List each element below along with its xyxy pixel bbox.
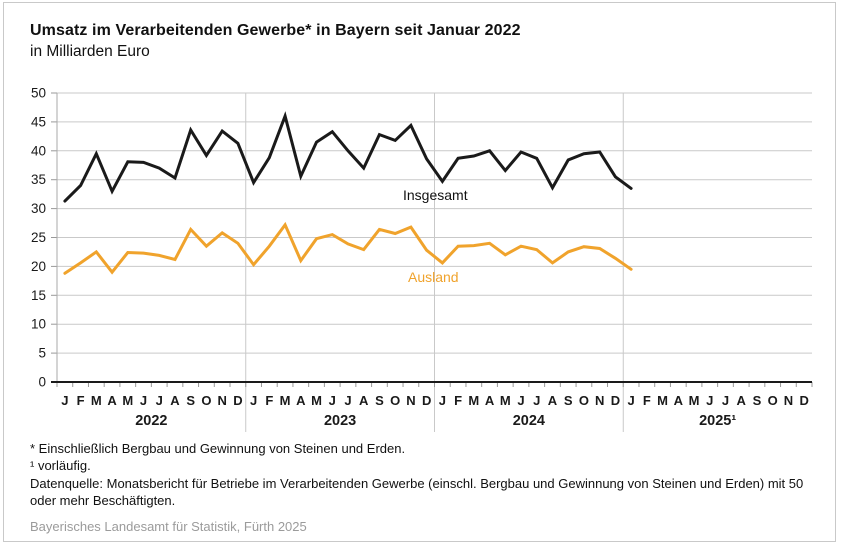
month-label: J: [140, 393, 147, 408]
month-label: A: [359, 393, 369, 408]
month-label: N: [406, 393, 415, 408]
series-line-ausland: [63, 221, 633, 275]
chart-subtitle: in Milliarden Euro: [30, 43, 150, 60]
month-label: M: [311, 393, 322, 408]
month-label: J: [722, 393, 729, 408]
y-tick-label: 10: [31, 317, 46, 332]
series-line-insgesamt: [63, 111, 633, 203]
y-tick-label: 40: [31, 143, 46, 158]
year-label: 2025¹: [699, 413, 736, 429]
series-label-insgesamt: Insgesamt: [403, 187, 468, 203]
month-label: J: [517, 393, 524, 408]
month-label: M: [689, 393, 700, 408]
month-label: F: [643, 393, 651, 408]
month-label: M: [468, 393, 479, 408]
month-label: A: [737, 393, 747, 408]
month-label: O: [768, 393, 778, 408]
month-label: M: [122, 393, 133, 408]
y-tick-label: 30: [31, 201, 46, 216]
month-label: D: [799, 393, 808, 408]
month-label: J: [250, 393, 257, 408]
month-label: N: [217, 393, 226, 408]
y-tick-label: 5: [38, 346, 46, 361]
footnote-preliminary: ¹ vorläufig.: [30, 458, 91, 474]
y-tick-label: 20: [31, 259, 46, 274]
month-label: S: [564, 393, 573, 408]
month-label: D: [422, 393, 431, 408]
month-label: J: [533, 393, 540, 408]
y-tick-label: 50: [31, 86, 46, 101]
month-label: A: [296, 393, 306, 408]
month-label: S: [375, 393, 384, 408]
month-label: A: [485, 393, 495, 408]
chart-title: Umsatz im Verarbeitenden Gewerbe* in Bay…: [30, 22, 521, 39]
footnotes: * Einschließlich Bergbau und Gewinnung v…: [30, 440, 808, 509]
year-label: 2023: [324, 413, 356, 429]
month-label: F: [77, 393, 85, 408]
month-label: A: [674, 393, 684, 408]
month-label: N: [595, 393, 604, 408]
month-label: J: [627, 393, 634, 408]
month-label: S: [186, 393, 195, 408]
month-label: J: [329, 393, 336, 408]
month-label: D: [233, 393, 242, 408]
month-label: O: [579, 393, 589, 408]
month-label: M: [280, 393, 291, 408]
month-label: O: [390, 393, 400, 408]
footer-credit: Bayerisches Landesamt für Statistik, Für…: [30, 519, 307, 534]
month-label: A: [548, 393, 558, 408]
month-label: F: [454, 393, 462, 408]
y-tick-label: 35: [31, 172, 46, 187]
chart-card-border: [3, 2, 836, 542]
series-label-ausland: Ausland: [408, 269, 459, 285]
month-label: N: [784, 393, 793, 408]
month-label: M: [657, 393, 668, 408]
month-label: S: [753, 393, 762, 408]
month-label: D: [611, 393, 620, 408]
y-tick-label: 25: [31, 230, 46, 245]
month-label: J: [344, 393, 351, 408]
month-label: F: [265, 393, 273, 408]
year-label: 2022: [135, 413, 167, 429]
month-label: A: [170, 393, 180, 408]
year-label: 2024: [513, 413, 545, 429]
month-label: J: [439, 393, 446, 408]
month-label: O: [201, 393, 211, 408]
month-label: M: [91, 393, 102, 408]
month-label: A: [107, 393, 117, 408]
y-tick-label: 45: [31, 114, 46, 129]
month-label: J: [61, 393, 68, 408]
month-label: J: [156, 393, 163, 408]
month-label: J: [706, 393, 713, 408]
footnote-source: Datenquelle: Monatsbericht für Betriebe …: [30, 475, 804, 508]
footnote-asterisk: * Einschließlich Bergbau und Gewinnung v…: [30, 441, 406, 456]
y-tick-label: 15: [31, 288, 46, 303]
month-label: M: [500, 393, 511, 408]
y-tick-label: 0: [38, 375, 46, 390]
